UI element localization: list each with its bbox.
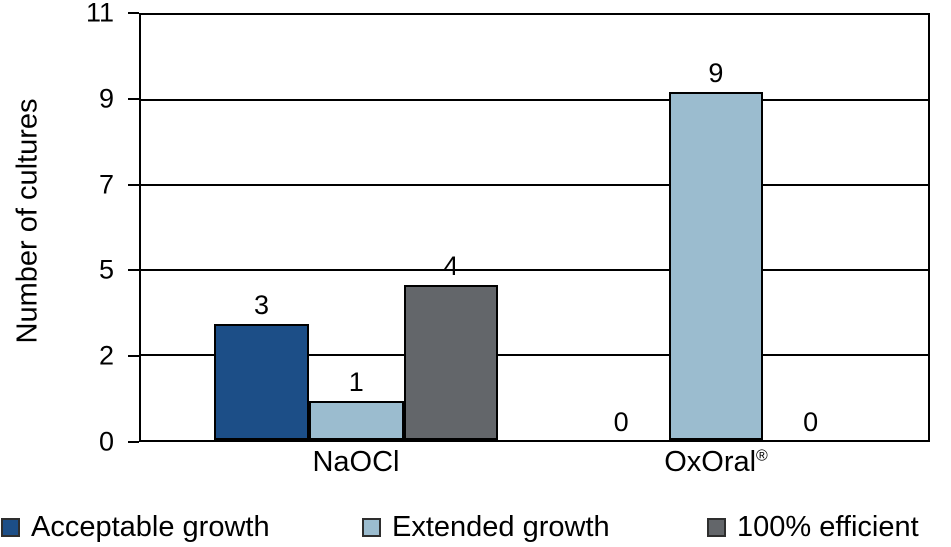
legend-label: Acceptable growth: [31, 510, 270, 543]
gridline: [141, 269, 928, 271]
bar-value-label: 3: [254, 290, 270, 321]
bar-group-oxoral: 0 9 0: [574, 15, 858, 440]
y-tick-mark: [128, 97, 139, 100]
bar-value-label: 0: [613, 407, 629, 437]
bar-cell: 0: [763, 15, 858, 440]
legend-item-acceptable-growth: Acceptable growth: [1, 512, 270, 542]
y-tick-mark: [128, 269, 139, 272]
y-axis-tick-marks: [128, 12, 139, 443]
bar-cell: 1: [308, 15, 404, 440]
y-axis-tick-labels: 0 2 5 7 9 11: [0, 0, 114, 455]
y-tick-mark: [128, 441, 139, 443]
gridline: [141, 184, 928, 186]
bar-value-label: 0: [803, 407, 819, 437]
registered-trademark-symbol: ®: [756, 447, 768, 465]
y-tick-label: 0: [98, 426, 114, 457]
legend-swatch: [1, 517, 20, 537]
legend-label: 100% efficient: [737, 510, 919, 543]
gridline: [141, 354, 928, 356]
bar-cell: 4: [403, 15, 499, 440]
y-tick-label: 11: [85, 0, 114, 28]
bar-100-efficient: [403, 285, 499, 440]
bar-cell: 3: [214, 15, 309, 440]
bar-value-label: 1: [348, 367, 364, 398]
bar-extended-growth: [668, 92, 764, 440]
bar-acceptable-growth: [214, 324, 309, 440]
x-category-label-naocl: NaOCl: [312, 446, 400, 478]
bar-cell: 9: [668, 15, 764, 440]
legend-swatch: [707, 517, 726, 537]
legend-item-extended-growth: Extended growth: [362, 512, 610, 542]
gridline: [141, 99, 928, 101]
bar-group-naocl: 3 1 4: [214, 15, 499, 440]
bar-extended-growth: [308, 401, 404, 440]
bar-cell: 0: [574, 15, 669, 440]
y-tick-mark: [128, 183, 139, 186]
bar-value-label: 9: [708, 58, 724, 89]
y-tick-label: 2: [98, 340, 114, 371]
y-tick-mark: [128, 12, 139, 14]
y-tick-mark: [128, 355, 139, 358]
plot-area: 3 1 4 0 9 0: [139, 13, 930, 442]
y-tick-label: 9: [98, 83, 114, 114]
bar-value-label: 4: [443, 251, 459, 282]
legend-label: Extended growth: [392, 510, 610, 543]
x-category-label-oxoral: OxOral®: [664, 446, 768, 478]
y-tick-label: 7: [98, 169, 114, 200]
legend-item-100-efficient: 100% efficient: [707, 512, 919, 542]
y-tick-label: 5: [98, 254, 114, 285]
legend-swatch: [362, 517, 381, 537]
